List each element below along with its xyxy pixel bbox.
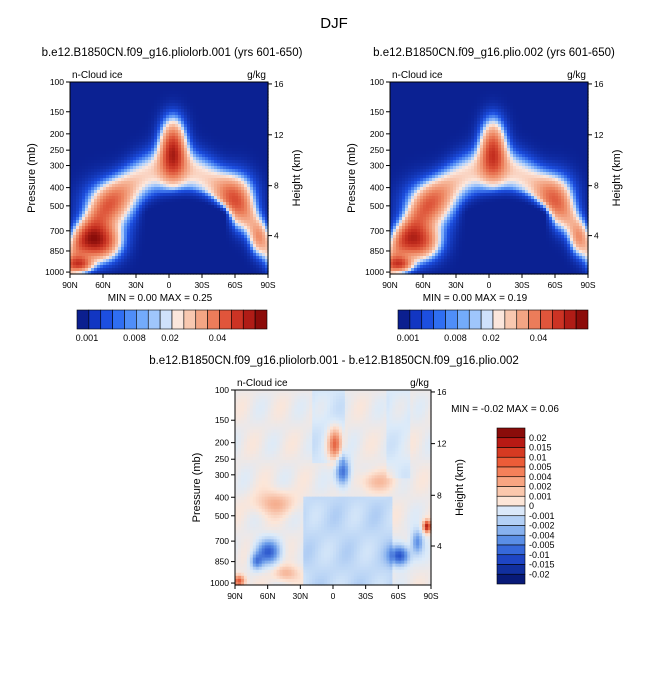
colorbar-box (172, 310, 184, 329)
x-tick-label: 30S (194, 280, 209, 290)
x-tick-label: 90N (62, 280, 78, 290)
colorbar-box (125, 310, 137, 329)
colorbar-box (255, 310, 267, 329)
x-tick-label: 90S (260, 280, 275, 290)
colorbar-box (208, 310, 220, 329)
units-label: g/kg (247, 70, 266, 81)
y-tick-label: 500 (50, 201, 64, 211)
chart-panel-1: b.e12.B1850CN.f09_g16.pliolorb.001 (yrs … (26, 47, 303, 343)
colorbar-box (220, 310, 232, 329)
y2-tick-label: 4 (274, 231, 279, 241)
season-title: DJF (320, 15, 348, 32)
y2-tick-label: 16 (274, 79, 284, 89)
y-tick-label: 850 (50, 246, 64, 256)
min-max-stats: MIN = 0.00 MAX = 0.25 (108, 293, 213, 304)
colorbar-box (160, 310, 172, 329)
colorbar-box (148, 310, 160, 329)
y-tick-label: 300 (50, 161, 64, 171)
y-tick-label: 200 (50, 129, 64, 139)
x-tick-label: 60N (95, 280, 111, 290)
colorbar-box (101, 310, 113, 329)
colorbar-box (231, 310, 243, 329)
y2-tick-label: 8 (274, 181, 279, 191)
y-tick-label: 700 (50, 226, 64, 236)
heatmap-field (70, 82, 269, 275)
y-tick-label: 250 (50, 145, 64, 155)
colorbar-label: 0.001 (76, 333, 99, 343)
colorbar-box (243, 310, 255, 329)
y-tick-label: 400 (50, 183, 64, 193)
colorbar-box (113, 310, 125, 329)
y-axis-label: Pressure (mb) (26, 143, 38, 213)
colorbar-label: 0.02 (161, 333, 179, 343)
colorbar-box (184, 310, 196, 329)
y-tick-label: 1000 (45, 267, 64, 277)
y-tick-label: 100 (50, 77, 64, 87)
colorbar-box (196, 310, 208, 329)
y2-axis-label: Height (km) (291, 150, 303, 207)
colorbar-box (89, 310, 101, 329)
chart-title: b.e12.B1850CN.f09_g16.plio.002 (yrs 601-… (373, 47, 615, 59)
colorbar-box (136, 310, 148, 329)
colorbar: 0.001 0.008 0.02 0.04 (76, 310, 267, 343)
chart-panel-2: b.e12.B1850CN.f09_g16.plio.002 (yrs 601-… (346, 47, 623, 343)
variable-label: n-Cloud ice (72, 70, 123, 81)
y-tick-label: 150 (50, 107, 64, 117)
x-tick-label: 60S (227, 280, 242, 290)
colorbar-box (77, 310, 89, 329)
colorbar-label: 0.008 (123, 333, 146, 343)
colorbar-label: 0.04 (209, 333, 227, 343)
x-tick-label: 30N (128, 280, 144, 290)
heatmap-field (390, 82, 589, 275)
y2-tick-label: 12 (274, 130, 284, 140)
x-tick-label: 0 (167, 280, 172, 290)
chart-title: b.e12.B1850CN.f09_g16.pliolorb.001 (yrs … (42, 47, 303, 59)
